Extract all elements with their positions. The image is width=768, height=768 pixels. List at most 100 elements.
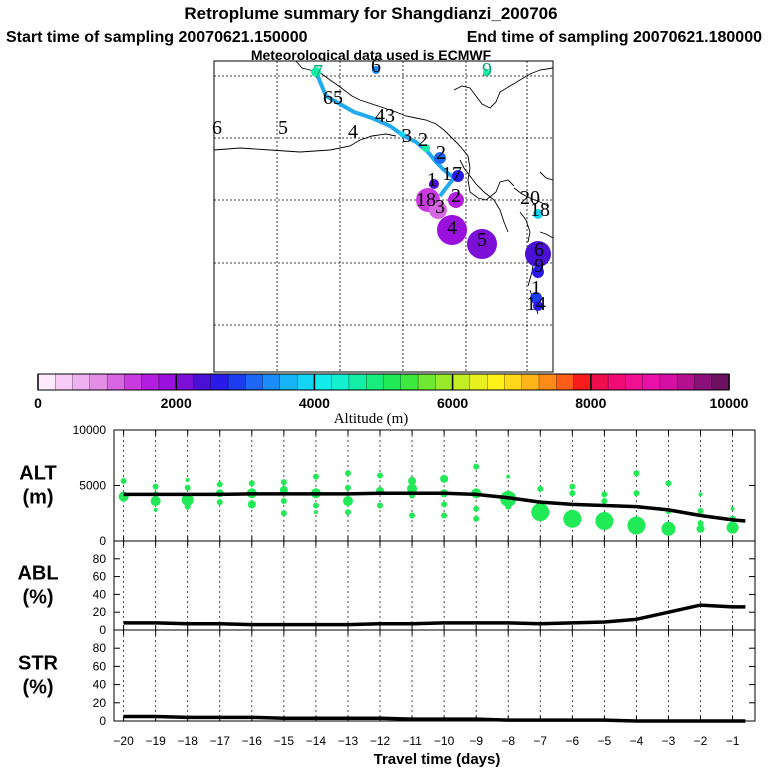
altitude-particle <box>120 478 127 485</box>
colorbar-tick-label: 6000 <box>437 395 468 411</box>
colorbar-cell <box>193 373 212 391</box>
trajectory-point <box>483 69 489 75</box>
altitude-particle <box>696 524 705 533</box>
x-tick-label: −8 <box>501 734 515 748</box>
panel-unit: (%) <box>22 587 53 609</box>
colorbar-cell <box>504 373 523 391</box>
map-time-label: 3 <box>435 196 445 218</box>
colorbar-cell <box>296 373 316 391</box>
colorbar-cell <box>89 373 108 391</box>
colorbar-tick-label: 0 <box>34 395 42 411</box>
panel-label: STR <box>18 653 59 675</box>
altitude-particle <box>563 509 582 528</box>
altitude-particle <box>697 508 704 515</box>
trajectory-point <box>429 201 447 219</box>
colorbar-cell <box>694 373 713 391</box>
altitude-particle <box>312 502 319 509</box>
map-time-label: 6 <box>371 55 381 77</box>
map-time-label: 9 <box>534 255 544 277</box>
map-time-label: 7 <box>313 61 323 83</box>
panel-unit: (%) <box>22 677 53 699</box>
map-time-label: 2 <box>451 185 461 207</box>
altitude-particle <box>473 463 480 470</box>
colorbar-cell <box>366 373 385 391</box>
altitude-particle <box>601 498 608 505</box>
panel-y-tick-label: 40 <box>93 678 107 692</box>
colorbar-cell <box>331 373 350 391</box>
altitude-particle <box>569 490 576 497</box>
x-tick-label: −2 <box>694 734 708 748</box>
trajectory-point <box>525 241 551 267</box>
panel-y-tick-label: 10000 <box>73 423 107 437</box>
altitude-particle <box>280 479 287 486</box>
altitude-particle <box>730 506 735 511</box>
x-tick-label: −11 <box>402 734 422 748</box>
panel-label: ABL <box>17 563 58 585</box>
x-tick-label: −14 <box>306 734 327 748</box>
altitude-particle <box>216 481 223 488</box>
x-tick-label: −17 <box>210 734 231 748</box>
colorbar-cell <box>55 373 74 391</box>
altitude-particle <box>473 515 480 522</box>
map-time-label: 6 <box>534 239 544 261</box>
colorbar-cell <box>625 373 644 391</box>
map-time-label: 18 <box>530 199 550 221</box>
map-time-label: 4 <box>447 217 457 239</box>
altitude-particle <box>279 485 288 494</box>
map-time-label: 2 <box>418 129 428 151</box>
map-time-label: 20 <box>520 187 540 209</box>
altitude-particle <box>698 492 703 497</box>
trajectory-point <box>452 170 464 182</box>
altitude-particle <box>247 500 256 509</box>
panel-y-tick-label: 20 <box>93 696 107 710</box>
altitude-particle <box>473 505 480 512</box>
altitude-particle <box>280 510 287 517</box>
colorbar-cell <box>227 373 246 391</box>
altitude-particle <box>152 483 159 490</box>
altitude-particle <box>661 521 676 536</box>
colorbar-cell <box>711 373 730 391</box>
trajectory-point <box>311 67 321 77</box>
panel-y-tick-label: 0 <box>99 534 106 548</box>
trajectory-points <box>311 66 551 311</box>
altitude-particle <box>313 510 318 515</box>
altitude-particle <box>120 495 127 502</box>
trajectory-point <box>533 209 543 219</box>
colorbar-cell <box>210 373 229 391</box>
colorbar-cell <box>469 373 488 391</box>
panel-unit: (m) <box>22 487 53 509</box>
colorbar-cell <box>486 373 506 391</box>
map-time-label: 14 <box>526 293 546 315</box>
colorbar-cell <box>124 373 143 391</box>
time-series-panels: 1000050000ALT(m)806040200ABL(%)806040200… <box>17 423 756 728</box>
colorbar-cell <box>37 373 56 391</box>
altitude-particle <box>344 484 351 491</box>
trajectory-point <box>429 179 439 189</box>
map-time-label: 1 <box>531 277 541 299</box>
altitude-particle <box>569 483 576 490</box>
altitude-particle <box>441 501 448 508</box>
colorbar-cell <box>417 373 436 391</box>
altitude-particle <box>216 499 223 506</box>
altitude-particle <box>726 521 739 534</box>
panel-y-tick-label: 20 <box>93 605 107 619</box>
x-tick-label: −20 <box>113 734 134 748</box>
altitude-particle <box>407 483 418 494</box>
altitude-particle <box>184 484 191 491</box>
x-tick-label: −19 <box>145 734 166 748</box>
panel-frame <box>113 429 756 542</box>
colorbar-cell <box>245 373 264 391</box>
colorbar-cell <box>348 373 367 391</box>
met-data-label: Meteorological data used is ECMWF <box>251 47 492 63</box>
colorbar-label: Altitude (m) <box>334 411 409 427</box>
colorbar-cell <box>279 373 298 391</box>
altitude-particle <box>627 516 646 535</box>
trajectory-point <box>533 301 543 311</box>
trajectory-point <box>399 131 405 137</box>
colorbar-tick-label: 10000 <box>710 395 749 411</box>
colorbar-cell <box>176 373 195 391</box>
colorbar-cell <box>141 373 160 391</box>
